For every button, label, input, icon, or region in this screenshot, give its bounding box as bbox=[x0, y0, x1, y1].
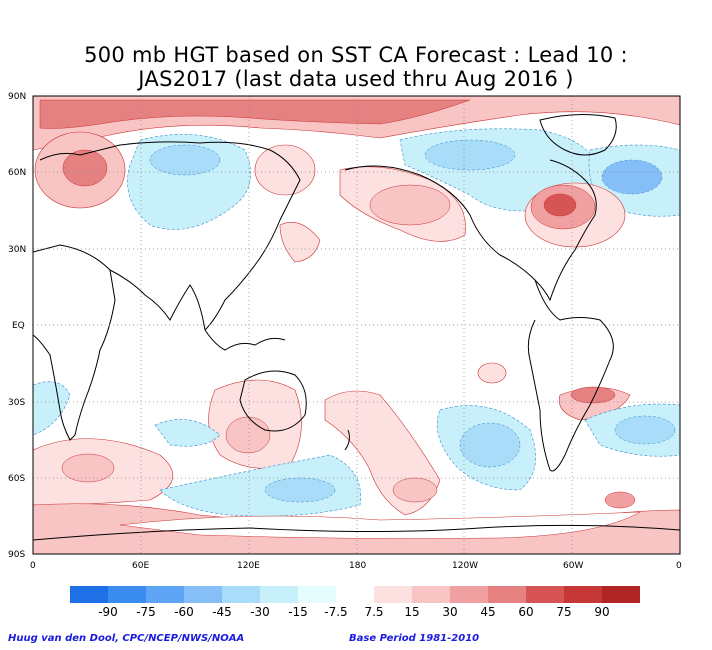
legend-tick-label: -45 bbox=[212, 605, 232, 619]
legend-tick-label: -75 bbox=[136, 605, 156, 619]
lon-label-60e: 60E bbox=[132, 561, 149, 571]
map-field bbox=[33, 96, 680, 554]
natlantic-negative-core bbox=[601, 159, 663, 195]
sepacific-negative-core bbox=[459, 422, 521, 468]
epacific-positive-anomaly bbox=[477, 362, 507, 384]
legend-swatch bbox=[222, 586, 260, 603]
legend-swatch bbox=[146, 586, 184, 603]
spacific-positive-core bbox=[392, 477, 438, 503]
sw-atlantic-positive-core bbox=[604, 491, 636, 509]
map-frame bbox=[32, 95, 681, 555]
legend-tick-label: 15 bbox=[404, 605, 419, 619]
lat-labels: 90N 60N 30N EQ 30S 60S 90S bbox=[8, 92, 26, 560]
lat-label-90n: 90N bbox=[8, 92, 26, 102]
legend-swatch bbox=[70, 586, 108, 603]
credit-author: Huug van den Dool, CPC/NCEP/NWS/NOAA bbox=[8, 633, 245, 644]
legend-tick-label: -90 bbox=[98, 605, 118, 619]
lat-label-30s: 30S bbox=[8, 398, 25, 408]
lat-label-30n: 30N bbox=[8, 245, 26, 255]
indian-positive-core bbox=[225, 416, 271, 454]
legend-swatch bbox=[564, 586, 602, 603]
legend-swatch bbox=[602, 586, 640, 603]
gridlines bbox=[33, 96, 680, 554]
legend-swatch bbox=[450, 586, 488, 603]
map-title-line-2: JAS2017 (last data used thru Aug 2016 ) bbox=[138, 67, 574, 91]
legend-swatch bbox=[108, 586, 146, 603]
eastus-positive-core bbox=[543, 193, 577, 217]
southern-positive-core-west bbox=[61, 453, 115, 483]
legend-tick-label: -30 bbox=[250, 605, 270, 619]
australia-south-negative bbox=[154, 419, 221, 447]
lon-label-120e: 120E bbox=[237, 561, 260, 571]
legend-tick-label: 90 bbox=[594, 605, 609, 619]
legend-swatch bbox=[374, 586, 412, 603]
legend-swatch bbox=[184, 586, 222, 603]
lon-label-0-east: 0 bbox=[676, 561, 682, 571]
legend-swatch bbox=[336, 586, 374, 603]
lon-label-120w: 120W bbox=[452, 561, 478, 571]
legend-tick-label: 30 bbox=[442, 605, 457, 619]
map-title-line-1: 500 mb HGT based on SST CA Forecast : Le… bbox=[84, 43, 628, 67]
lon-labels: 0 60E 120E 180 120W 60W 0 bbox=[30, 561, 682, 571]
arctic-positive-core bbox=[39, 99, 471, 129]
lat-label-60s: 60S bbox=[8, 474, 25, 484]
satlantic-negative-core bbox=[614, 415, 676, 445]
lon-label-60w: 60W bbox=[563, 561, 583, 571]
lat-label-eq: EQ bbox=[12, 321, 25, 331]
legend-swatch bbox=[260, 586, 298, 603]
satlantic-positive-core bbox=[570, 386, 616, 404]
alaska-positive-core bbox=[369, 184, 451, 226]
legend-tick-label: 60 bbox=[518, 605, 533, 619]
legend-swatch bbox=[526, 586, 564, 603]
legend-tick-label: -60 bbox=[174, 605, 194, 619]
legend-swatch bbox=[412, 586, 450, 603]
coastlines bbox=[33, 113, 680, 541]
credit-base-period: Base Period 1981-2010 bbox=[349, 633, 480, 644]
legend-tick-label: 7.5 bbox=[364, 605, 383, 619]
legend-swatch bbox=[488, 586, 526, 603]
legend-tick-label: 75 bbox=[556, 605, 571, 619]
spacific-negative-core bbox=[264, 477, 336, 503]
lon-label-0-west: 0 bbox=[30, 561, 36, 571]
eastasia-positive-anomaly bbox=[254, 144, 316, 196]
color-legend: -90 -75 -60 -45 -30 -15 -7.5 7.5 15 30 45 60 75 90 bbox=[70, 586, 640, 619]
lat-label-60n: 60N bbox=[8, 168, 26, 178]
antarctic-white-cap bbox=[119, 511, 641, 539]
legend-tick-label: 45 bbox=[480, 605, 495, 619]
legend-swatch bbox=[298, 586, 336, 603]
npacific-positive-anomaly bbox=[279, 221, 321, 263]
legend-tick-label: -15 bbox=[288, 605, 308, 619]
siberia-negative-core bbox=[149, 144, 221, 176]
canada-negative-core bbox=[424, 139, 516, 171]
lon-label-180: 180 bbox=[349, 561, 366, 571]
sw-indian-negative bbox=[33, 381, 71, 436]
lat-label-90s: 90S bbox=[8, 550, 25, 560]
legend-tick-label: -7.5 bbox=[324, 605, 347, 619]
europe-positive-core bbox=[62, 149, 108, 187]
